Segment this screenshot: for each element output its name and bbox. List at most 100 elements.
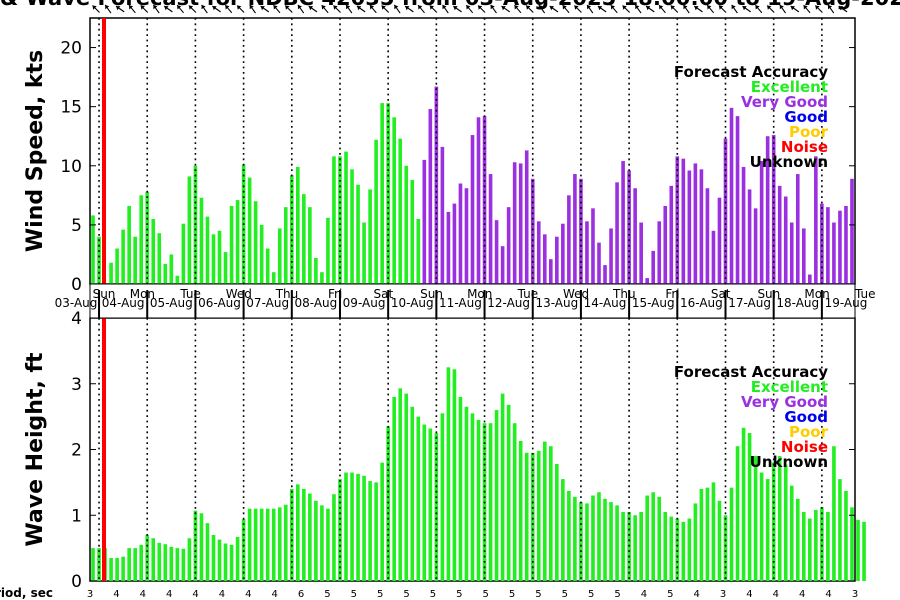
data-bar — [145, 191, 150, 284]
wind-arrow-icon — [369, 4, 377, 14]
wind-arrow-icon — [321, 4, 329, 14]
data-bar — [675, 518, 680, 581]
data-bar — [428, 428, 433, 581]
data-bar — [651, 492, 656, 581]
data-bar — [199, 197, 204, 284]
day-date-label: 11-Aug — [439, 296, 482, 310]
wind-arrow-icon — [236, 5, 245, 13]
legend-entry: Noise — [781, 438, 828, 456]
data-bar — [814, 156, 818, 284]
data-bar — [97, 548, 101, 581]
data-bar — [326, 508, 330, 581]
data-bar — [633, 515, 637, 581]
data-bar — [476, 419, 481, 581]
data-bar — [573, 174, 577, 284]
wind-arrow-icon — [273, 4, 281, 14]
data-bar — [765, 479, 770, 581]
data-bar — [175, 548, 180, 581]
data-bar — [549, 259, 553, 284]
day-label-strip: Sun03-AugMon04-AugTue05-AugWed06-AugThu0… — [55, 283, 875, 319]
data-bar — [398, 138, 403, 284]
wind-arrow-icon — [92, 5, 100, 13]
data-bar — [862, 521, 866, 581]
data-bar — [561, 223, 565, 284]
wind-arrow-icon — [188, 5, 197, 13]
data-bar — [326, 217, 330, 284]
data-bar — [446, 211, 451, 284]
wind-arrow-icon — [754, 4, 763, 14]
data-bar — [838, 479, 842, 581]
period-value: 4 — [192, 589, 198, 600]
y-tick-label: 0 — [71, 572, 82, 592]
y-tick-label: 10 — [60, 157, 82, 177]
y-tick-label: 15 — [60, 98, 82, 118]
data-bar — [826, 511, 830, 581]
wind-arrow-icon — [766, 5, 775, 13]
data-bar — [542, 234, 547, 284]
data-bar — [555, 236, 559, 284]
data-bar — [314, 500, 318, 581]
wind-arrow-icon — [128, 4, 136, 14]
data-bar — [561, 479, 565, 581]
legend-entry: Excellent — [751, 378, 828, 396]
data-bar — [265, 508, 270, 581]
wind-arrow-icon — [549, 5, 559, 13]
data-bar — [205, 216, 210, 284]
legend-entry: Very Good — [741, 93, 828, 111]
wind-arrow-icon — [417, 4, 425, 14]
y-tick-label: 0 — [71, 275, 82, 295]
data-bar — [187, 538, 192, 581]
legend-title: Forecast Accuracy — [674, 363, 828, 381]
data-bar — [795, 498, 800, 581]
data-bar — [603, 498, 607, 581]
data-bar — [838, 210, 842, 284]
data-bar — [127, 548, 131, 581]
data-bar — [283, 207, 288, 284]
wind-arrow-icon — [115, 5, 125, 13]
data-bar — [271, 508, 276, 581]
data-bar — [591, 495, 595, 581]
data-bar — [814, 509, 818, 581]
data-bar — [91, 215, 95, 284]
day-weekday-label: Fri — [328, 287, 342, 301]
data-bar — [669, 516, 674, 581]
wind-arrow-icon — [212, 5, 221, 13]
data-bar — [416, 416, 421, 581]
wind-arrow-icon — [838, 5, 848, 13]
data-bar — [512, 162, 517, 284]
data-bar — [518, 440, 523, 581]
data-bar — [789, 222, 794, 284]
data-bar — [512, 423, 517, 581]
period-value: 4 — [641, 589, 647, 600]
data-bar — [771, 462, 776, 581]
day-date-label: 10-Aug — [391, 296, 434, 310]
data-bar — [615, 182, 619, 284]
data-bar — [723, 138, 728, 284]
wind-arrow-icon — [465, 4, 474, 14]
data-bar — [717, 197, 722, 284]
period-value: 5 — [562, 589, 568, 600]
data-bar — [217, 539, 222, 581]
period-value: 6 — [298, 589, 304, 600]
wind-arrow-icon — [693, 5, 703, 13]
data-bar — [223, 543, 228, 581]
data-bar — [277, 507, 282, 581]
data-bar — [567, 490, 571, 581]
day-date-label: 19-Aug — [825, 296, 868, 310]
wind-arrow-icon — [152, 4, 160, 14]
day-date-label: 13-Aug — [535, 296, 578, 310]
data-bar — [771, 135, 776, 284]
data-bar — [422, 424, 427, 581]
period-value: 3 — [87, 589, 93, 600]
wind-arrow-icon — [525, 5, 534, 13]
data-bar — [585, 221, 589, 284]
data-bar — [121, 556, 125, 581]
data-bar — [253, 201, 258, 284]
wind-arrow-icon — [538, 4, 546, 14]
data-bar — [223, 252, 228, 284]
data-bar — [392, 396, 396, 581]
wind-arrow-icon — [404, 5, 414, 13]
wind-arrow-icon — [249, 4, 256, 14]
data-bar — [434, 86, 439, 285]
wind-arrow-icon — [742, 5, 751, 13]
